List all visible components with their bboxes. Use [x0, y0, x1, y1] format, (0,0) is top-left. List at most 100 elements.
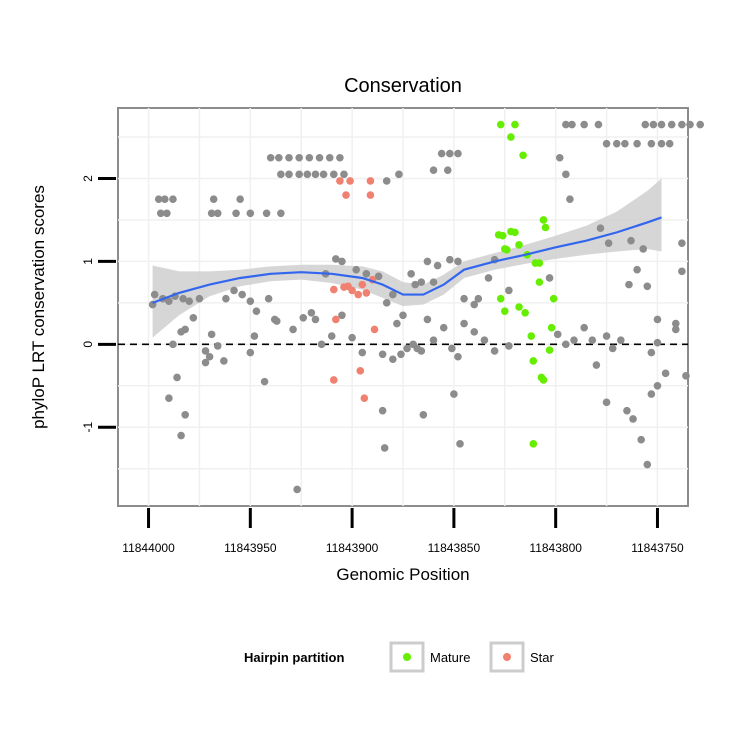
point-mature [515, 241, 523, 249]
point-other [480, 336, 489, 344]
point-other [454, 149, 462, 158]
point-other [686, 120, 694, 129]
point-other [303, 170, 312, 179]
legend-key-star [489, 641, 525, 673]
point-mature [529, 440, 538, 448]
point-other [317, 340, 326, 349]
legend-swatch-mature [403, 653, 411, 661]
y-tick-label: -1 [81, 422, 95, 433]
point-star [360, 394, 369, 403]
point-other [315, 153, 324, 162]
point-other [260, 377, 269, 386]
point-other [450, 390, 458, 398]
point-other [665, 139, 674, 148]
point-other [348, 333, 356, 342]
point-other [220, 357, 228, 365]
point-other [295, 153, 303, 162]
point-star [342, 191, 350, 199]
point-mature [529, 357, 538, 365]
point-mature [519, 151, 527, 160]
point-mature [511, 228, 519, 237]
point-other [378, 406, 387, 415]
point-other [362, 270, 371, 278]
point-other [602, 398, 611, 407]
point-other [411, 280, 420, 289]
x-tick-label: 11843750 [631, 541, 684, 555]
point-other [378, 350, 387, 359]
point-other [417, 278, 426, 286]
y-tick-label: 1 [81, 258, 95, 265]
point-other [592, 361, 601, 369]
point-other [423, 315, 432, 324]
point-other [189, 313, 198, 322]
point-other [246, 297, 255, 305]
point-other [209, 195, 218, 204]
point-other [163, 209, 171, 218]
point-other [252, 307, 261, 315]
legend-label-mature: Mature [430, 650, 470, 665]
point-other [602, 332, 611, 340]
chart-title: Conservation [344, 75, 462, 97]
x-tick-label: 11843900 [326, 541, 379, 555]
point-other [207, 209, 216, 218]
x-axis-title: Genomic Position [336, 565, 469, 584]
point-other [201, 358, 210, 367]
point-other [232, 209, 240, 218]
point-mature [535, 259, 544, 267]
x-tick-label: 11844000 [122, 541, 175, 555]
point-other [277, 170, 285, 179]
point-other [643, 460, 652, 469]
point-other [661, 369, 670, 378]
point-star [356, 367, 365, 375]
point-other [389, 290, 397, 299]
point-mature [503, 245, 511, 254]
point-mature [549, 294, 558, 303]
point-other [395, 170, 403, 179]
point-other [185, 297, 194, 305]
point-other [275, 153, 283, 162]
point-other [439, 323, 448, 332]
grid-lines [118, 108, 688, 506]
point-other [580, 323, 588, 332]
point-star [346, 177, 354, 185]
point-other [181, 410, 189, 419]
y-tick-label: 2 [81, 175, 95, 182]
point-mature [539, 216, 548, 224]
confidence-band-area [152, 178, 662, 338]
point-other [641, 120, 650, 129]
point-other [448, 344, 456, 353]
point-other [568, 120, 576, 129]
point-other [329, 170, 338, 179]
point-mature [539, 376, 548, 384]
point-other [570, 336, 578, 344]
point-other [443, 166, 452, 174]
point-other [285, 170, 293, 179]
point-other [433, 261, 442, 270]
point-other [553, 330, 562, 339]
point-other [403, 344, 411, 353]
point-other [325, 153, 334, 162]
point-other [161, 195, 169, 204]
legend-key-mature [389, 641, 425, 673]
point-other [490, 347, 499, 355]
point-star [329, 376, 338, 384]
point-other [596, 224, 605, 233]
point-mature [496, 294, 505, 303]
point-star [358, 280, 367, 289]
smooth-trend [152, 216, 662, 304]
point-other [207, 330, 216, 339]
point-other [657, 139, 666, 148]
point-other [413, 344, 422, 353]
point-other [682, 372, 690, 380]
point-other [311, 315, 320, 324]
point-other [623, 406, 631, 415]
point-mature [541, 223, 550, 232]
point-other [380, 444, 389, 452]
legend: Hairpin partition Mature Star [244, 641, 555, 673]
point-other [165, 394, 173, 403]
point-mature [511, 120, 519, 129]
point-other [179, 294, 187, 303]
point-other [429, 166, 438, 174]
point-star [340, 283, 348, 291]
point-other [470, 328, 479, 336]
